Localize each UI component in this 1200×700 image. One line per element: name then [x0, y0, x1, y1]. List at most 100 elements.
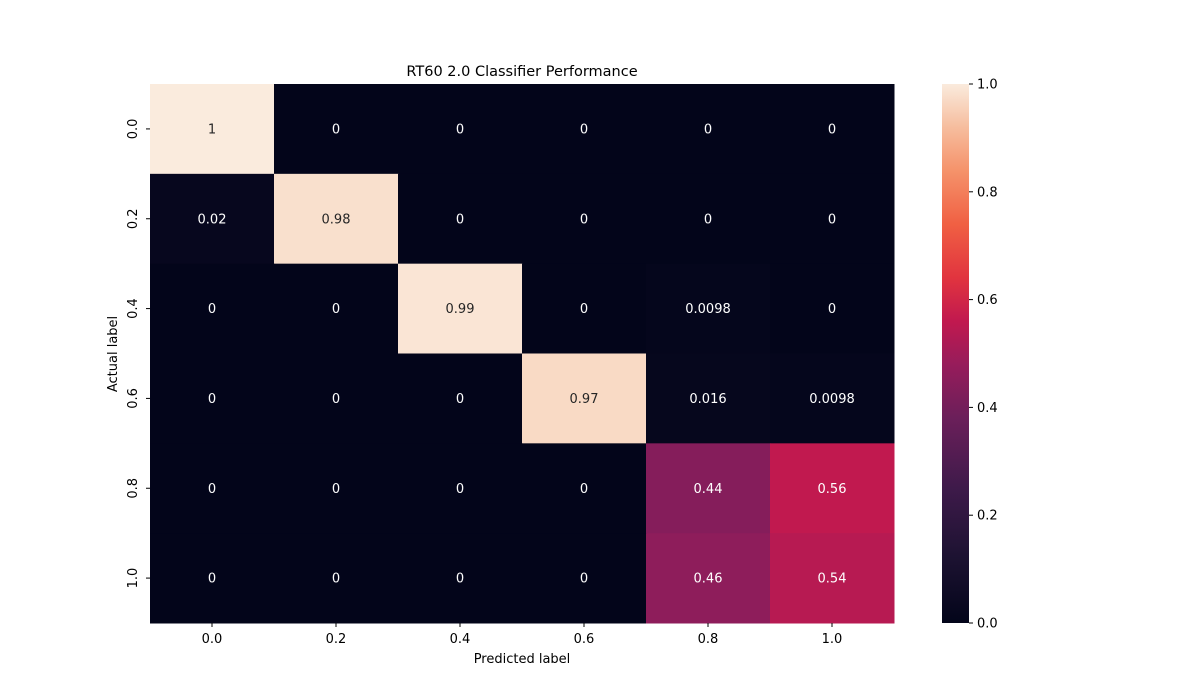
x-axis-label: Predicted label — [474, 652, 571, 667]
heatmap-cell — [398, 443, 523, 534]
y-tick-label: 0.2 — [126, 208, 141, 229]
heatmap-cell — [522, 84, 647, 175]
heatmap-cell — [274, 353, 399, 444]
cell-value-label: 0 — [580, 122, 588, 137]
heatmap-cell — [770, 84, 895, 175]
heatmap-cell — [522, 173, 647, 265]
heatmap-cell — [398, 84, 523, 175]
colorbar-tick-label: 0.6 — [977, 293, 998, 308]
y-tick-label: 0.8 — [126, 478, 141, 499]
cell-value-label: 0.56 — [818, 482, 847, 497]
heatmap-cell — [770, 263, 895, 354]
cell-value-label: 0.99 — [446, 302, 475, 317]
cell-value-label: 0.97 — [570, 392, 599, 407]
heatmap-cell — [646, 84, 771, 175]
heatmap-cell — [398, 263, 523, 354]
heatmap-cell — [646, 263, 771, 354]
heatmap-cell — [150, 353, 275, 444]
cell-value-label: 0 — [208, 482, 216, 497]
heatmap-cell — [150, 173, 275, 265]
cell-value-label: 0 — [456, 212, 464, 227]
heatmap-cell — [274, 533, 399, 624]
heatmap-cell — [646, 353, 771, 444]
cell-value-label: 0 — [332, 122, 340, 137]
y-axis-label: Actual label — [106, 316, 121, 392]
cell-value-label: 0 — [828, 212, 836, 227]
cell-value-label: 0 — [828, 302, 836, 317]
x-tick-label: 0.4 — [450, 632, 471, 647]
heatmap-cell — [150, 443, 275, 534]
cell-value-label: 0 — [208, 392, 216, 407]
cell-value-label: 0 — [580, 482, 588, 497]
cell-value-label: 0 — [332, 482, 340, 497]
heatmap-cell — [150, 84, 275, 175]
heatmap-cell — [770, 443, 895, 534]
x-tick-label: 0.6 — [574, 632, 595, 647]
colorbar-tick-label: 0.4 — [977, 401, 998, 416]
heatmap-cell — [398, 353, 523, 444]
cell-value-label: 0 — [704, 122, 712, 137]
cell-value-label: 0 — [456, 122, 464, 137]
heatmap-cell — [150, 263, 275, 354]
x-tick-label: 0.0 — [202, 632, 223, 647]
heatmap-cell — [646, 443, 771, 534]
colorbar — [942, 84, 969, 623]
heatmap-cell — [522, 353, 647, 444]
heatmap-cell — [274, 84, 399, 175]
cell-value-label: 0.98 — [322, 212, 351, 227]
y-tick-label: 0.4 — [126, 298, 141, 319]
cell-value-label: 0 — [208, 302, 216, 317]
heatmap-cell — [522, 263, 647, 354]
heatmap-cells — [150, 84, 895, 624]
chart-title: RT60 2.0 Classifier Performance — [406, 64, 637, 80]
x-tick-label: 0.2 — [326, 632, 347, 647]
heatmap-cell — [522, 443, 647, 534]
cell-value-label: 0 — [580, 302, 588, 317]
cell-value-label: 0.016 — [689, 392, 726, 407]
cell-value-label: 0.0098 — [809, 392, 855, 407]
y-tick-label: 0.6 — [126, 388, 141, 409]
heatmap-cell — [398, 533, 523, 624]
cell-value-label: 0 — [208, 572, 216, 587]
heatmap-cell — [770, 173, 895, 265]
heatmap-cell — [646, 533, 771, 624]
cell-value-label: 0 — [332, 302, 340, 317]
colorbar-axis: 0.0 0.2 0.4 0.6 0.8 1.0 — [969, 78, 998, 632]
heatmap-cell-labels: 1 0 0 0 0 0 0.02 0.98 0 0 0 0 0 0 0.99 0 0.0098 0 0 0 0 0.97 0… — [198, 122, 855, 586]
x-tick-label: 1.0 — [822, 632, 843, 647]
cell-value-label: 0 — [332, 392, 340, 407]
heatmap-cell — [274, 443, 399, 534]
cell-value-label: 0 — [828, 122, 836, 137]
y-tick-label: 1.0 — [126, 568, 141, 589]
x-tick-label: 0.8 — [698, 632, 719, 647]
y-axis: 0.0 0.2 0.4 0.6 0.8 1.0 — [126, 119, 150, 589]
colorbar-tick-label: 1.0 — [977, 78, 998, 93]
cell-value-label: 0.02 — [198, 212, 227, 227]
cell-value-label: 0 — [332, 572, 340, 587]
heatmap-cell — [150, 533, 275, 624]
heatmap-cell — [646, 173, 771, 265]
cell-value-label: 0 — [580, 572, 588, 587]
heatmap-cell — [398, 173, 523, 265]
cell-value-label: 0.0098 — [685, 302, 731, 317]
heatmap-cell — [274, 263, 399, 354]
cell-value-label: 0.54 — [818, 572, 847, 587]
y-tick-label: 0.0 — [126, 119, 141, 140]
cell-value-label: 0 — [456, 392, 464, 407]
cell-value-label: 0 — [456, 572, 464, 587]
colorbar-tick-label: 0.2 — [977, 509, 998, 524]
cell-value-label: 0 — [704, 212, 712, 227]
heatmap-cell — [770, 533, 895, 624]
cell-value-label: 1 — [208, 122, 216, 137]
cell-value-label: 0.44 — [694, 482, 723, 497]
heatmap-cell — [274, 173, 399, 265]
heatmap-cell — [770, 353, 895, 444]
cell-value-label: 0 — [580, 212, 588, 227]
colorbar-tick-label: 0.0 — [977, 617, 998, 632]
heatmap-cell — [522, 533, 647, 624]
colorbar-tick-label: 0.8 — [977, 185, 998, 200]
x-axis: 0.0 0.2 0.4 0.6 0.8 1.0 — [202, 623, 843, 647]
cell-value-label: 0 — [456, 482, 464, 497]
cell-value-label: 0.46 — [694, 572, 723, 587]
